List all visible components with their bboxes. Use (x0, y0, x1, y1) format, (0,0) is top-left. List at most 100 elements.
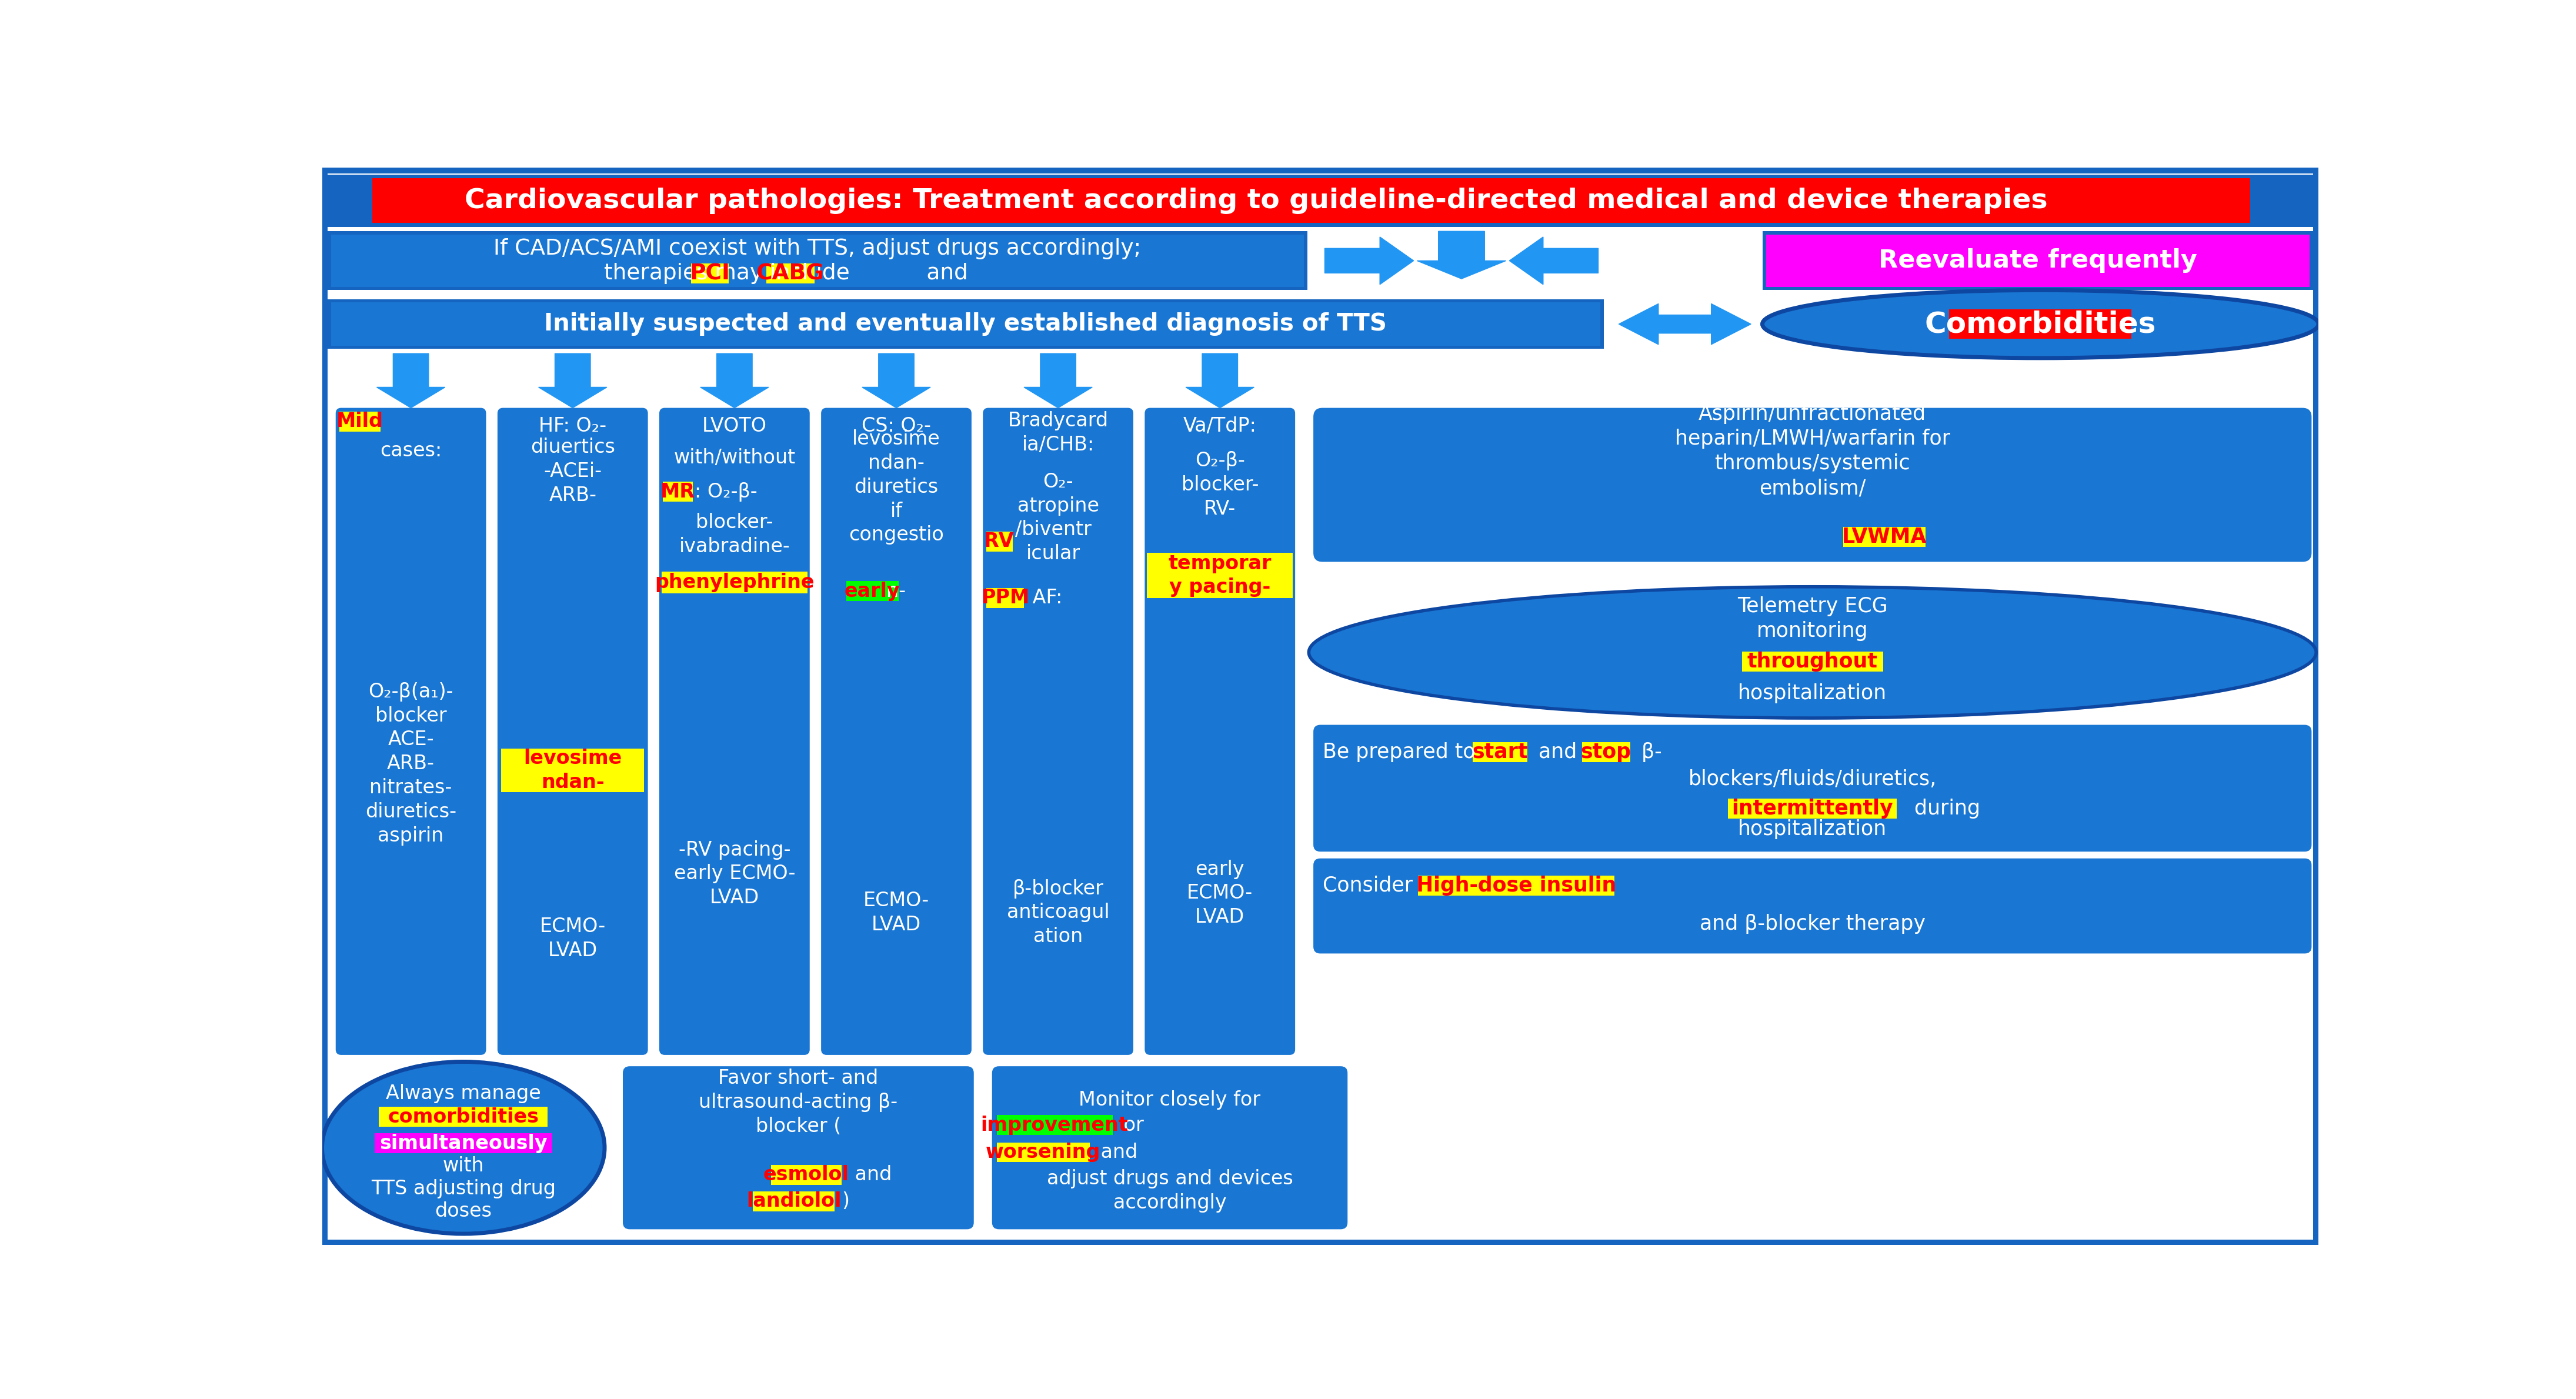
FancyBboxPatch shape (987, 532, 1012, 551)
Polygon shape (1618, 304, 1752, 344)
Text: hospitalization: hospitalization (1739, 818, 1888, 839)
Text: Consider: Consider (1321, 876, 1419, 895)
Text: and: and (1533, 741, 1584, 762)
FancyBboxPatch shape (752, 1191, 835, 1212)
Text: Mild: Mild (337, 411, 384, 431)
Polygon shape (701, 354, 768, 409)
Text: accordingly: accordingly (1113, 1193, 1226, 1213)
Text: Reevaluate frequently: Reevaluate frequently (1878, 249, 2197, 273)
FancyBboxPatch shape (822, 409, 971, 1055)
Text: Cardiovascular pathologies: Treatment according to guideline-directed medical an: Cardiovascular pathologies: Treatment ac… (464, 187, 2048, 214)
Text: temporar
y pacing-: temporar y pacing- (1170, 554, 1273, 597)
Text: esmolol: esmolol (762, 1165, 850, 1185)
Text: diuertics
-ACEi-
ARB-: diuertics -ACEi- ARB- (531, 438, 616, 505)
Polygon shape (538, 354, 608, 409)
FancyBboxPatch shape (497, 409, 649, 1055)
Text: β-blocker
anticoagul
ation: β-blocker anticoagul ation (1007, 879, 1110, 946)
FancyBboxPatch shape (327, 175, 2313, 227)
FancyBboxPatch shape (1767, 235, 2308, 287)
Text: /biventr
icular: /biventr icular (1015, 520, 1092, 564)
Text: or: or (1118, 1115, 1144, 1135)
Polygon shape (1417, 231, 1507, 278)
Text: O₂-β-
blocker-
RV-: O₂-β- blocker- RV- (1182, 450, 1260, 519)
Text: Comorbidities: Comorbidities (1924, 311, 2156, 339)
Text: Aspirin/unfractionated
heparin/LMWH/warfarin for
thrombus/systemic
embolism/: Aspirin/unfractionated heparin/LMWH/warf… (1674, 404, 1950, 498)
Text: during: during (1909, 799, 1981, 818)
Text: and: and (848, 1165, 891, 1185)
FancyBboxPatch shape (992, 1066, 1347, 1230)
FancyBboxPatch shape (997, 1143, 1090, 1163)
FancyBboxPatch shape (332, 235, 1303, 287)
FancyBboxPatch shape (379, 1107, 549, 1128)
Text: levosime
ndan-
diuretics
if
congestio: levosime ndan- diuretics if congestio (848, 429, 943, 544)
Text: Always manage: Always manage (386, 1084, 541, 1104)
Text: PPM: PPM (981, 589, 1030, 607)
FancyBboxPatch shape (984, 409, 1133, 1055)
Text: early: early (845, 582, 899, 602)
Text: Monitor closely for: Monitor closely for (1079, 1090, 1260, 1109)
Text: with: with (443, 1156, 484, 1175)
FancyBboxPatch shape (690, 263, 729, 284)
FancyBboxPatch shape (1741, 652, 1883, 672)
FancyBboxPatch shape (502, 748, 644, 792)
FancyBboxPatch shape (1314, 725, 2311, 852)
Text: cases:: cases: (379, 441, 443, 460)
Text: β-: β- (1636, 741, 1662, 762)
Polygon shape (863, 354, 930, 409)
FancyBboxPatch shape (997, 1115, 1113, 1135)
FancyBboxPatch shape (1582, 741, 1631, 762)
Polygon shape (376, 354, 446, 409)
FancyBboxPatch shape (1728, 799, 1896, 818)
Text: CS: O₂-: CS: O₂- (860, 417, 930, 435)
FancyBboxPatch shape (327, 231, 1309, 290)
Text: comorbidities: comorbidities (389, 1107, 538, 1126)
Text: therapies may include           and: therapies may include and (603, 263, 1030, 284)
Text: blockers/fluids/diuretics,: blockers/fluids/diuretics, (1687, 769, 1937, 789)
Text: simultaneously: simultaneously (379, 1133, 546, 1153)
FancyBboxPatch shape (768, 263, 814, 284)
FancyBboxPatch shape (623, 1066, 974, 1230)
Text: landiolol: landiolol (747, 1192, 842, 1212)
Text: PCI: PCI (690, 263, 729, 284)
Text: early
ECMO-
LVAD: early ECMO- LVAD (1188, 859, 1252, 928)
FancyBboxPatch shape (374, 1133, 551, 1153)
Text: LVOTO: LVOTO (703, 417, 768, 435)
Text: Be prepared to: Be prepared to (1321, 741, 1481, 762)
Text: adjust drugs and devices: adjust drugs and devices (1046, 1168, 1293, 1188)
Text: stop: stop (1582, 741, 1631, 762)
FancyBboxPatch shape (1144, 409, 1296, 1055)
Text: TTS adjusting drug: TTS adjusting drug (371, 1179, 556, 1198)
Ellipse shape (1309, 586, 2316, 718)
Text: If CAD/ACS/AMI coexist with TTS, adjust drugs accordingly;: If CAD/ACS/AMI coexist with TTS, adjust … (495, 238, 1141, 260)
Text: ECMO-
LVAD: ECMO- LVAD (541, 916, 605, 960)
FancyBboxPatch shape (659, 409, 809, 1055)
FancyBboxPatch shape (1473, 741, 1528, 762)
Polygon shape (1023, 354, 1092, 409)
Ellipse shape (322, 1062, 605, 1234)
Text: phenylephrine: phenylephrine (654, 572, 814, 592)
FancyBboxPatch shape (1419, 876, 1615, 895)
FancyBboxPatch shape (662, 571, 806, 593)
FancyBboxPatch shape (987, 588, 1023, 609)
Text: High-dose insulin: High-dose insulin (1417, 876, 1615, 895)
Text: throughout: throughout (1747, 652, 1878, 672)
Text: ECMO-
LVAD: ECMO- LVAD (863, 891, 930, 935)
Text: and: and (1095, 1143, 1139, 1163)
Text: O₂-β(a₁)-
blocker
ACE-
ARB-
nitrates-
diuretics-
aspirin: O₂-β(a₁)- blocker ACE- ARB- nitrates- di… (366, 683, 456, 845)
FancyBboxPatch shape (340, 411, 381, 431)
Text: n-: n- (886, 582, 907, 602)
FancyBboxPatch shape (335, 409, 487, 1055)
FancyBboxPatch shape (1844, 527, 1924, 547)
Text: -RV pacing-
early ECMO-
LVAD: -RV pacing- early ECMO- LVAD (675, 839, 796, 908)
Text: LVWMA: LVWMA (1842, 527, 1927, 547)
Polygon shape (1185, 354, 1255, 409)
Text: worsening: worsening (987, 1143, 1100, 1163)
Text: HF: O₂-: HF: O₂- (538, 417, 605, 435)
Text: Va/TdP:: Va/TdP: (1182, 417, 1257, 435)
FancyBboxPatch shape (1762, 231, 2313, 290)
FancyBboxPatch shape (845, 582, 899, 602)
Text: Telemetry ECG
monitoring: Telemetry ECG monitoring (1736, 596, 1888, 641)
Text: O₂-
atropine: O₂- atropine (1018, 473, 1100, 516)
Text: improvement: improvement (981, 1115, 1128, 1135)
Text: blocker-
ivabradine-: blocker- ivabradine- (680, 513, 791, 557)
